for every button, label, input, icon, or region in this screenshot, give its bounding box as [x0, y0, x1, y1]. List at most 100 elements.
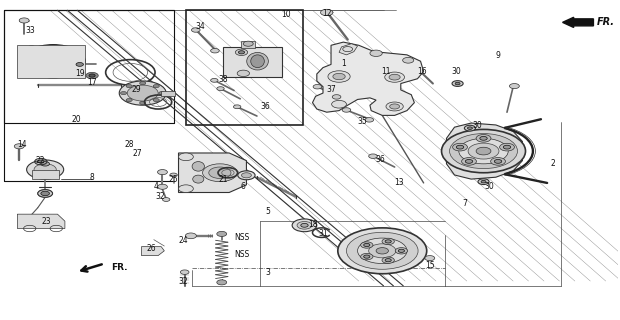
Circle shape — [468, 143, 499, 159]
Circle shape — [369, 244, 396, 258]
Circle shape — [347, 232, 418, 269]
Circle shape — [338, 228, 427, 274]
Circle shape — [376, 248, 389, 254]
Bar — [223, 47, 282, 77]
Circle shape — [74, 71, 80, 74]
Circle shape — [120, 92, 126, 95]
Circle shape — [74, 49, 80, 52]
Ellipse shape — [192, 162, 205, 171]
Text: 7: 7 — [463, 199, 467, 208]
Text: 5: 5 — [265, 207, 270, 216]
Circle shape — [464, 125, 476, 131]
Circle shape — [29, 48, 35, 51]
Circle shape — [465, 159, 472, 163]
Circle shape — [179, 185, 193, 193]
Circle shape — [237, 70, 249, 76]
Circle shape — [453, 143, 467, 151]
Ellipse shape — [247, 52, 268, 70]
Circle shape — [301, 223, 308, 227]
Circle shape — [25, 70, 38, 76]
Text: 32: 32 — [179, 277, 188, 286]
Text: 19: 19 — [75, 69, 84, 78]
Text: 38: 38 — [218, 75, 228, 84]
Text: NSS: NSS — [234, 251, 249, 260]
Circle shape — [217, 87, 224, 91]
Text: 30: 30 — [472, 121, 482, 130]
Text: 18: 18 — [308, 220, 317, 229]
Circle shape — [503, 145, 511, 149]
Circle shape — [365, 118, 374, 122]
Text: 32: 32 — [155, 192, 165, 201]
Text: 22: 22 — [35, 156, 45, 165]
Circle shape — [192, 28, 200, 32]
Text: 20: 20 — [71, 115, 81, 124]
Circle shape — [450, 133, 518, 169]
Text: 14: 14 — [17, 140, 27, 149]
Circle shape — [398, 249, 404, 252]
Circle shape — [14, 144, 24, 149]
Polygon shape — [446, 123, 523, 179]
Text: 13: 13 — [394, 179, 404, 188]
Circle shape — [358, 238, 407, 264]
Circle shape — [185, 233, 197, 239]
Polygon shape — [17, 214, 65, 228]
Circle shape — [389, 74, 400, 80]
Text: 30: 30 — [451, 67, 461, 76]
Text: FR.: FR. — [596, 17, 614, 28]
Circle shape — [425, 256, 435, 261]
Circle shape — [369, 154, 378, 158]
Circle shape — [500, 143, 515, 151]
Circle shape — [478, 179, 489, 185]
Text: 35: 35 — [357, 116, 367, 126]
Circle shape — [153, 99, 159, 102]
Text: 15: 15 — [425, 261, 435, 270]
Text: 6: 6 — [241, 182, 245, 191]
Text: 17: 17 — [87, 78, 97, 87]
Circle shape — [481, 180, 486, 183]
Circle shape — [476, 147, 491, 155]
Circle shape — [211, 78, 218, 82]
Circle shape — [297, 221, 312, 229]
Circle shape — [38, 190, 53, 197]
Circle shape — [71, 69, 83, 76]
Circle shape — [361, 253, 373, 260]
Circle shape — [170, 173, 177, 177]
Circle shape — [48, 59, 58, 64]
Circle shape — [441, 129, 526, 173]
Circle shape — [71, 47, 83, 53]
Circle shape — [386, 102, 403, 111]
Text: 23: 23 — [42, 217, 51, 226]
Circle shape — [89, 74, 95, 77]
Bar — [242, 41, 255, 48]
Circle shape — [364, 255, 370, 258]
Circle shape — [510, 84, 520, 89]
Circle shape — [159, 92, 165, 95]
Circle shape — [333, 73, 345, 80]
Circle shape — [382, 257, 394, 263]
Text: 16: 16 — [417, 67, 427, 76]
Circle shape — [119, 81, 166, 105]
Circle shape — [153, 84, 159, 88]
Circle shape — [27, 160, 64, 179]
Circle shape — [455, 82, 460, 85]
Bar — [161, 91, 175, 96]
Polygon shape — [141, 247, 164, 256]
Circle shape — [390, 104, 399, 109]
Text: FR.: FR. — [111, 263, 128, 272]
Text: 29: 29 — [131, 85, 141, 94]
Text: 36: 36 — [260, 102, 270, 111]
Text: 1: 1 — [341, 59, 346, 68]
Circle shape — [494, 159, 502, 163]
Text: 34: 34 — [196, 22, 206, 31]
Text: 36: 36 — [376, 155, 385, 164]
Circle shape — [38, 160, 44, 163]
Circle shape — [42, 192, 49, 196]
Circle shape — [480, 136, 487, 140]
Text: 2: 2 — [551, 159, 556, 168]
Text: 31: 31 — [318, 229, 328, 238]
FancyArrow shape — [562, 17, 593, 28]
Circle shape — [76, 62, 84, 66]
Text: 27: 27 — [133, 149, 143, 158]
Text: 12: 12 — [322, 9, 332, 18]
Circle shape — [234, 105, 241, 109]
